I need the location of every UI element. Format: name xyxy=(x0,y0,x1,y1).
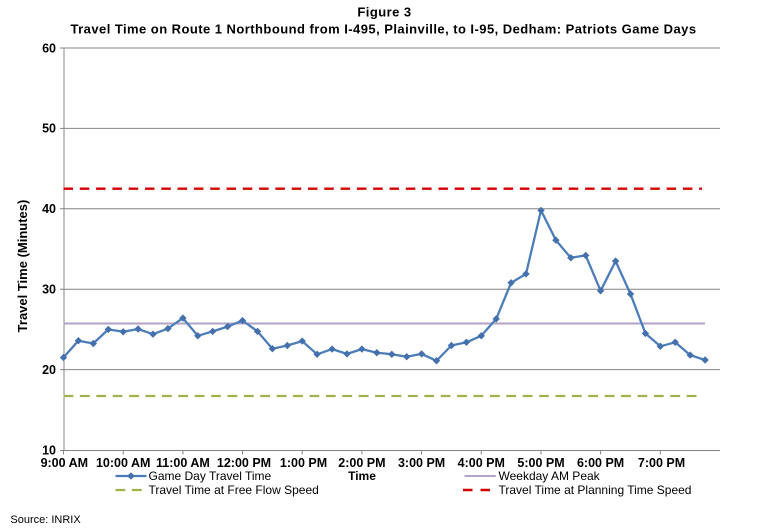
svg-text:Travel Time on Route 1 Northbo: Travel Time on Route 1 Northbound from I… xyxy=(70,22,696,37)
svg-text:Source: INRIX: Source: INRIX xyxy=(10,514,81,526)
svg-text:40: 40 xyxy=(42,202,56,216)
svg-text:7:00 PM: 7:00 PM xyxy=(638,456,685,470)
svg-text:Travel Time at Free Flow Speed: Travel Time at Free Flow Speed xyxy=(149,483,319,497)
svg-text:20: 20 xyxy=(42,363,56,377)
svg-text:11:00 AM: 11:00 AM xyxy=(156,456,210,470)
svg-text:12:00 PM: 12:00 PM xyxy=(217,456,271,470)
svg-text:30: 30 xyxy=(42,283,56,297)
svg-text:Game Day Travel Time: Game Day Travel Time xyxy=(149,469,272,483)
svg-text:6:00 PM: 6:00 PM xyxy=(577,456,624,470)
svg-text:2:00 PM: 2:00 PM xyxy=(338,456,385,470)
svg-text:Time: Time xyxy=(348,469,376,483)
svg-text:50: 50 xyxy=(42,122,56,136)
svg-text:Travel Time (Minutes): Travel Time (Minutes) xyxy=(15,200,30,333)
svg-text:1:00 PM: 1:00 PM xyxy=(280,456,327,470)
svg-text:10:00 AM: 10:00 AM xyxy=(96,456,150,470)
svg-text:Travel Time at Planning Time S: Travel Time at Planning Time Speed xyxy=(499,483,692,497)
svg-text:Figure 3: Figure 3 xyxy=(357,5,411,20)
svg-text:4:00 PM: 4:00 PM xyxy=(458,456,505,470)
svg-text:9:00 AM: 9:00 AM xyxy=(41,456,88,470)
svg-text:5:00 PM: 5:00 PM xyxy=(517,456,564,470)
svg-text:Weekday AM Peak: Weekday AM Peak xyxy=(499,469,601,483)
svg-text:60: 60 xyxy=(42,41,56,55)
svg-text:10: 10 xyxy=(42,443,56,457)
svg-text:3:00 PM: 3:00 PM xyxy=(398,456,445,470)
